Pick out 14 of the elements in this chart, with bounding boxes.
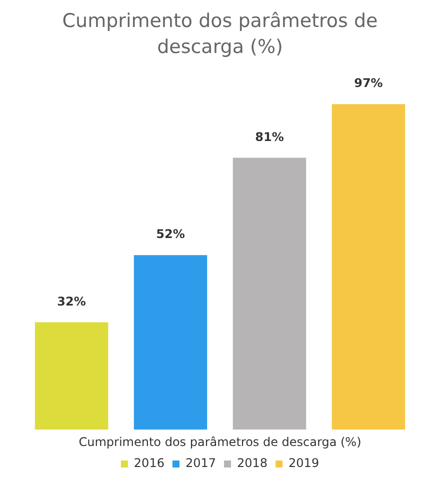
bar — [332, 104, 406, 430]
data-label: 81% — [255, 130, 284, 144]
bar — [34, 322, 108, 430]
bar — [232, 158, 306, 430]
x-axis-title: Cumprimento dos parâmetros de descarga (%) — [78, 434, 362, 449]
bar — [134, 255, 208, 430]
data-label: 32% — [57, 294, 86, 308]
legend-label: 2019 — [288, 456, 320, 470]
legend-label: 2016 — [134, 456, 164, 470]
chart-title: Cumprimento dos parâmetros de descarga (%) — [61, 9, 379, 60]
legend-label: 2017 — [185, 456, 216, 470]
data-label: 52% — [156, 227, 185, 242]
legend-label: 2018 — [237, 456, 268, 470]
data-label: 97% — [354, 76, 383, 90]
